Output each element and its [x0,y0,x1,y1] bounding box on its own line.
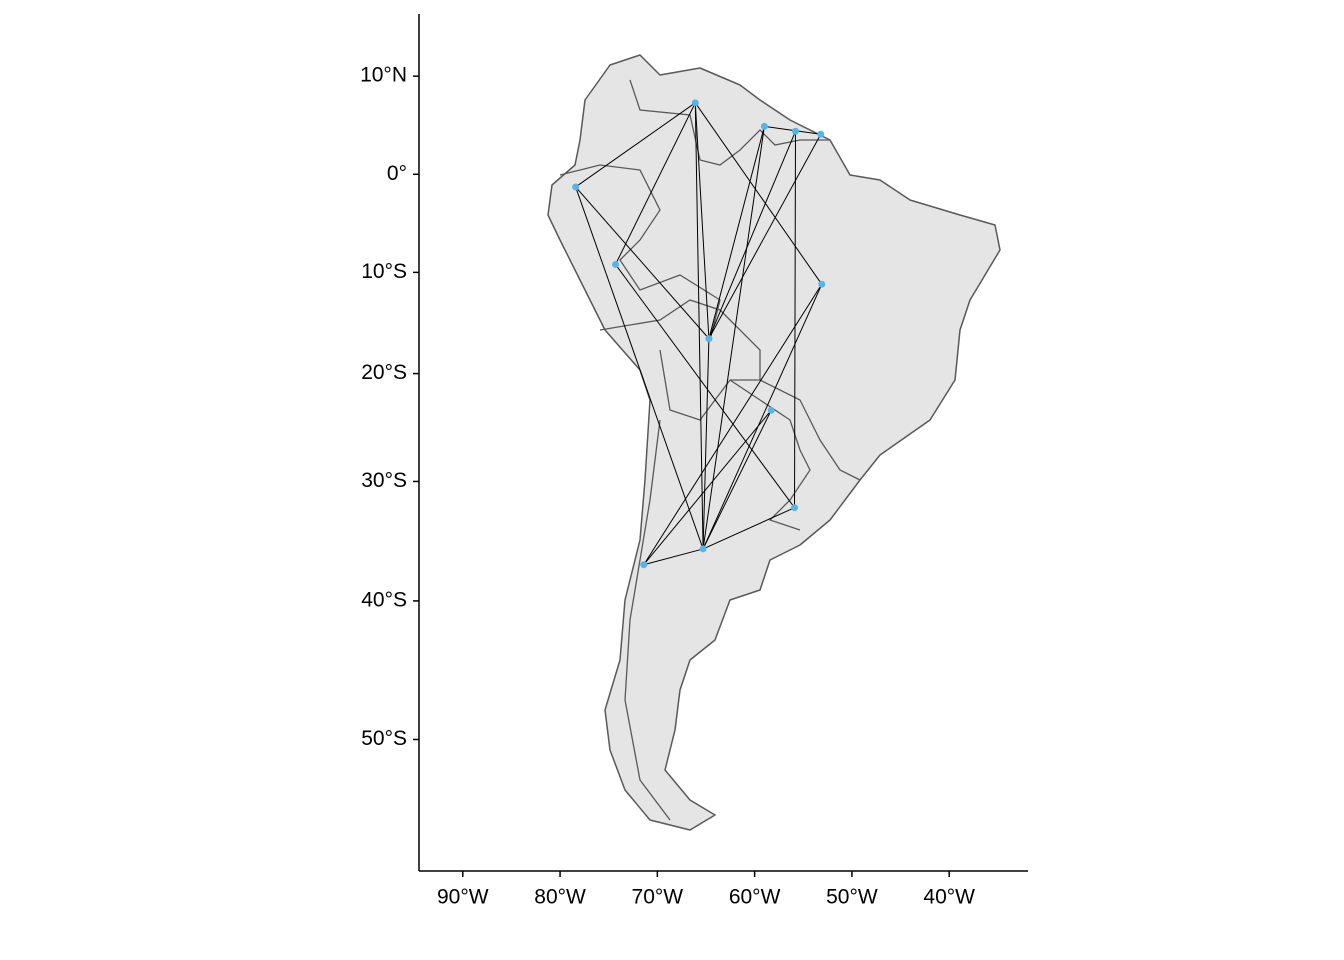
x-tick-label: 50°W [826,886,878,909]
border [729,379,811,531]
connection [708,126,765,339]
connection [708,133,822,339]
location-point [699,545,707,553]
border [759,379,861,481]
location-point [791,127,799,135]
connection [794,131,796,508]
x-tick-label: 80°W [534,886,586,909]
connection [575,102,696,188]
location-point [640,561,648,569]
border [559,164,721,341]
connection [694,102,704,549]
connection [615,264,795,508]
connection [643,410,772,566]
connection [702,284,823,550]
location-point [817,130,825,138]
connection [575,186,710,339]
y-tick-label: 40°S [361,588,407,611]
y-tick-label: 30°S [361,469,407,492]
location-point [760,122,768,130]
x-tick-label: 90°W [437,886,489,909]
connection [643,284,823,565]
connection [702,410,772,550]
connection [702,338,710,549]
border [629,79,830,166]
basemap [547,54,1001,831]
connection [702,126,765,550]
location-point [705,335,713,343]
location-point [791,504,799,512]
border [624,419,671,821]
location-point [612,260,620,268]
y-tick-label: 0° [387,162,407,185]
x-tick-label: 40°W [923,886,975,909]
location-point [767,406,775,414]
border [599,299,761,421]
y-tick-label: 10°S [361,260,407,283]
connection [615,102,696,265]
connection [694,102,823,285]
connection [694,102,710,339]
connection [643,548,704,566]
y-tick-label: 20°S [361,361,407,384]
y-tick-label: 10°N [360,64,407,87]
x-tick-label: 60°W [729,886,781,909]
connection [708,131,796,339]
connection [575,186,704,550]
y-tick-label: 50°S [361,727,407,750]
continent [547,54,1001,831]
x-tick-label: 70°W [632,886,684,909]
location-point [572,183,580,191]
connection [702,507,795,550]
location-point [818,280,826,288]
location-point [691,99,699,107]
